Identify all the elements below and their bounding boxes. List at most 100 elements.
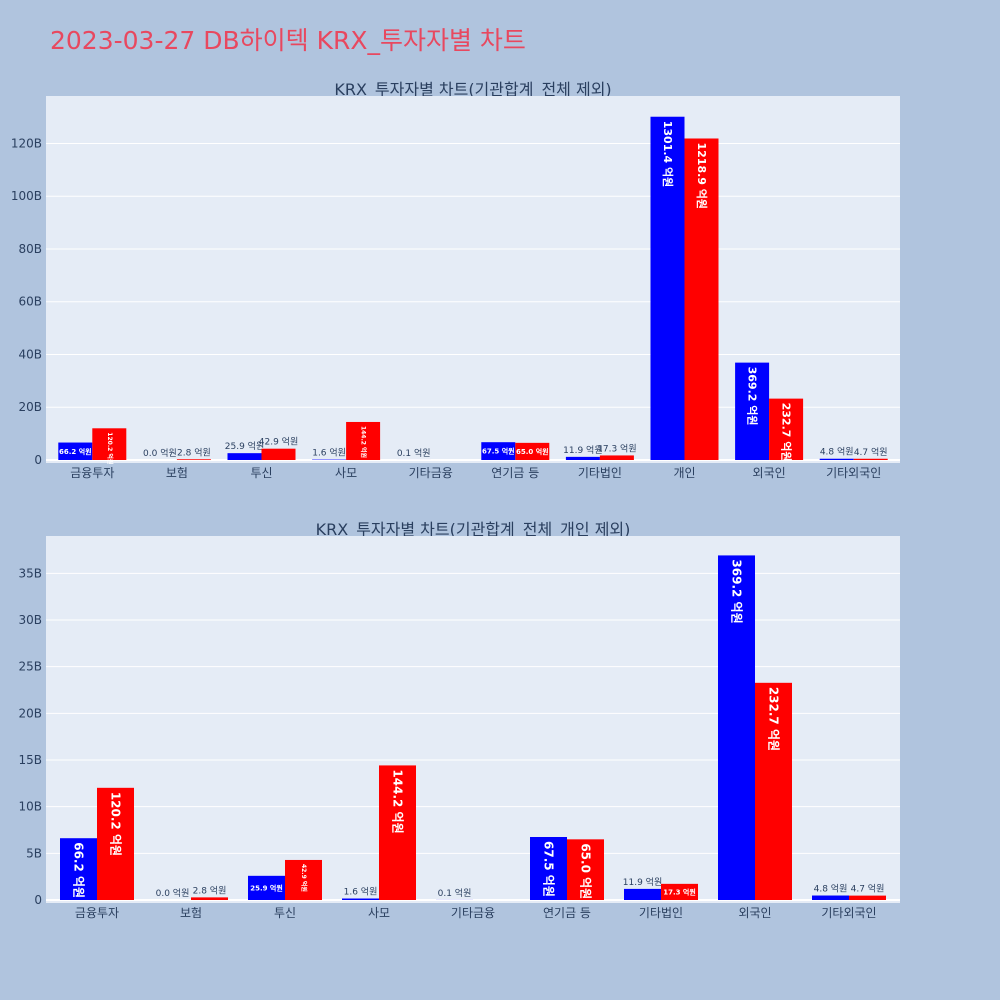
chart-1-x-tick-label: 보험 xyxy=(180,906,202,920)
chart-1-data-label: 17.3 억원 xyxy=(663,887,696,896)
chart-0-bar-sell xyxy=(261,448,296,460)
chart-0-bar-sell xyxy=(684,138,719,460)
chart-1-bar-sell xyxy=(191,897,228,900)
chart-0-y-tick-label: 0 xyxy=(34,453,42,467)
chart-0-data-label: 232.7 억원 xyxy=(780,403,794,462)
chart-0-x-tick-label: 기타법인 xyxy=(578,466,622,480)
chart-0-bar-buy xyxy=(58,442,93,460)
chart-1-bar-buy xyxy=(624,888,661,900)
page-title: 2023-03-27 DB하이텍 KRX_투자자별 차트 xyxy=(50,26,526,55)
chart-0-bar-sell xyxy=(515,442,550,460)
chart-0-data-label: 11.9 억원 xyxy=(563,444,602,456)
chart-1-y-tick-label: 25B xyxy=(18,660,42,674)
chart-1-data-label: 144.2 억원 xyxy=(391,769,405,833)
chart-0-data-label: 120.2 억원 xyxy=(106,432,114,464)
chart-0-bar-sell xyxy=(346,421,381,460)
chart-1-y-tick-label: 5B xyxy=(26,846,42,860)
chart-0-data-label: 4.7 억원 xyxy=(854,446,888,458)
chart-0-data-label: 42.9 억원 xyxy=(259,436,298,448)
chart-0-x-tick-label: 금융투자 xyxy=(70,466,114,480)
chart-1-data-label: 0.1 억원 xyxy=(438,887,472,899)
chart-1-x-tick-label: 기타외국인 xyxy=(821,906,876,920)
chart-0-data-label: 66.2 억원 xyxy=(59,447,92,456)
chart-0-bar-buy xyxy=(650,116,685,460)
chart-0-bar-buy xyxy=(565,456,600,460)
chart-1-data-label: 65.0 억원 xyxy=(579,843,593,899)
chart-1-x-tick-label: 외국인 xyxy=(738,906,771,920)
chart-0-bar-sell xyxy=(769,398,804,460)
chart-0-bar-sell xyxy=(92,428,127,460)
chart-0-data-label: 144.2 억원 xyxy=(360,426,368,458)
chart-1-data-label: 0.0 억원 xyxy=(156,887,190,899)
chart-0-x-tick-label: 연기금 등 xyxy=(491,466,539,480)
chart-0-bar-sell xyxy=(853,458,888,460)
chart-1-x-tick-label: 투신 xyxy=(274,906,296,920)
chart-1-bar-sell xyxy=(849,895,886,900)
chart-1-bar-sell xyxy=(567,839,604,900)
chart-1-bar-buy xyxy=(60,838,97,900)
chart-1-y-tick-label: 30B xyxy=(18,613,42,627)
chart-0-y-tick-label: 80B xyxy=(18,242,42,256)
chart-0-data-label: 4.8 억원 xyxy=(820,446,854,458)
chart-0-x-tick-label: 사모 xyxy=(335,466,357,480)
chart-1-y-tick-label: 20B xyxy=(18,706,42,720)
chart-0-bar-sell xyxy=(599,455,634,460)
chart-1-data-label: 232.7 억원 xyxy=(767,687,781,751)
chart-0-data-label: 1301.4 억원 xyxy=(661,121,675,188)
chart-1-bar-buy xyxy=(530,837,567,900)
chart-0-y-tick-label: 40B xyxy=(18,347,42,361)
chart-1-title: KRX_투자자별 차트(기관합계_전체_개인 제외) xyxy=(316,520,631,540)
chart-0-data-label: 65.0 억원 xyxy=(516,447,549,456)
chart-0-y-tick-label: 100B xyxy=(11,189,42,203)
chart-0-y-tick-label: 120B xyxy=(11,136,42,150)
chart-1-data-label: 2.8 억원 xyxy=(193,884,227,896)
chart-0-bar-buy xyxy=(819,458,854,460)
chart-1-data-label: 120.2 억원 xyxy=(109,792,123,856)
chart-0-x-tick-label: 기타금융 xyxy=(409,466,453,480)
chart-0-x-tick-label: 투신 xyxy=(250,466,272,480)
chart-0-bar-buy xyxy=(227,453,262,460)
chart-1-data-label: 11.9 억원 xyxy=(623,876,662,888)
chart-0-x-tick-label: 개인 xyxy=(673,466,695,480)
chart-1-x-tick-label: 기타금융 xyxy=(451,906,495,920)
chart-0-y-tick-label: 20B xyxy=(18,400,42,414)
chart-1-x-tick-label: 기타법인 xyxy=(639,906,683,920)
chart-1-data-label: 4.7 억원 xyxy=(851,883,885,895)
chart-1-data-label: 369.2 억원 xyxy=(730,559,744,623)
chart-1-bar-sell xyxy=(661,883,698,900)
chart-0-title: KRX_투자자별 차트(기관합계_전체 제외) xyxy=(334,80,611,100)
chart-0-bar-buy xyxy=(735,362,770,460)
chart-0-group: KRX_투자자별 차트(기관합계_전체 제외) 0 20B 40B 60B 80B 100… xyxy=(11,80,900,480)
chart-0-data-label: 0.1 억원 xyxy=(397,447,431,459)
chart-1-y-tick-label: 35B xyxy=(18,566,42,580)
chart-0-x-tick-label: 기타외국인 xyxy=(826,466,881,480)
chart-1-x-tick-label: 금융투자 xyxy=(75,906,119,920)
chart-0-data-label: 2.8 억원 xyxy=(177,446,211,458)
chart-1-bar-buy xyxy=(718,555,755,900)
chart-1-x-tick-label: 사모 xyxy=(368,906,390,920)
chart-1-bar-buy xyxy=(342,898,379,900)
chart-0-data-label: 17.3 억원 xyxy=(597,442,636,454)
chart-0-data-label: 369.2 억원 xyxy=(746,367,760,426)
chart-1-bar-sell xyxy=(379,765,416,900)
chart-1-data-label: 4.8 억원 xyxy=(814,883,848,895)
chart-1-bar-sell xyxy=(97,787,134,900)
chart-1-bar-sell xyxy=(285,859,322,900)
chart-0-data-label: 25.9 억원 xyxy=(225,440,264,452)
chart-1-y-tick-label: 15B xyxy=(18,753,42,767)
chart-1-data-label: 1.6 억원 xyxy=(344,886,378,898)
chart-1-bar-buy xyxy=(812,895,849,900)
chart-0-data-label: 67.5 억원 xyxy=(482,447,515,456)
chart-1-bar-buy xyxy=(248,875,285,900)
chart-0-y-tick-label: 60B xyxy=(18,295,42,309)
chart-0-bar-sell xyxy=(176,459,211,460)
chart-0-bar-buy xyxy=(481,442,516,460)
chart-1-data-label: 25.9 억원 xyxy=(250,883,283,892)
chart-1-data-label: 66.2 억원 xyxy=(72,842,86,898)
chart-1-group: KRX_투자자별 차트(기관합계_전체_개인 제외) 0 5B 10B 15B 20B 2… xyxy=(18,520,900,920)
chart-1-data-label: 42.9 억원 xyxy=(300,864,308,892)
chart-0-x-tick-label: 보험 xyxy=(166,466,188,480)
chart-0-data-label: 0.0 억원 xyxy=(143,447,177,459)
chart-1-data-label: 67.5 억원 xyxy=(542,841,556,897)
chart-1-y-tick-label: 10B xyxy=(18,800,42,814)
